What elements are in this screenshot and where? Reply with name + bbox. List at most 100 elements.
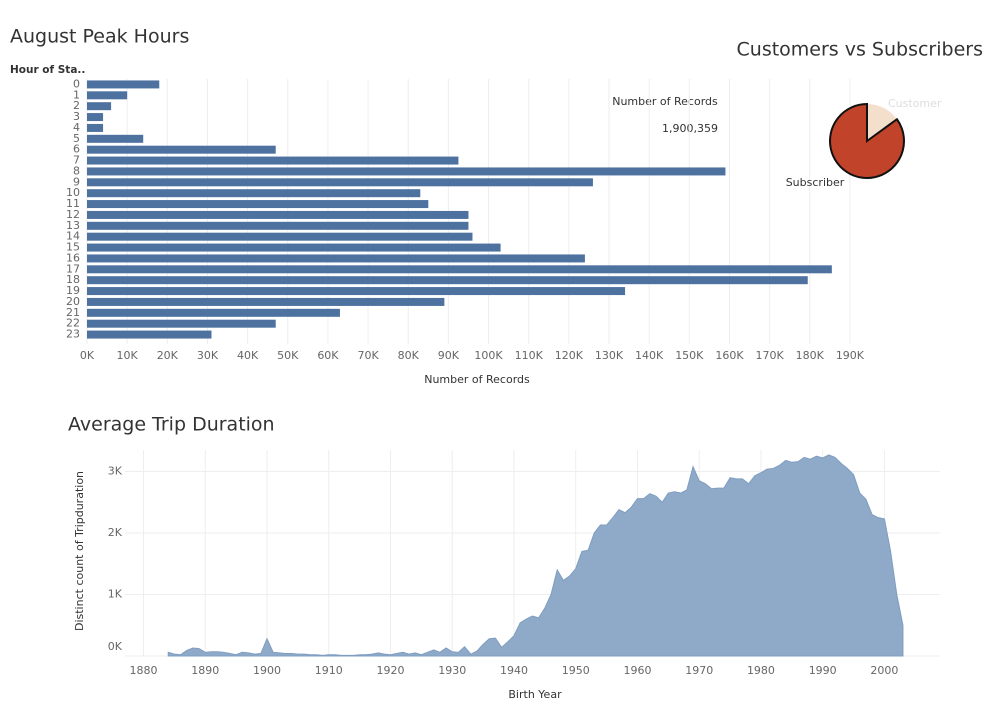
y-tick-label: 17: [66, 262, 80, 275]
chart-title: Customers vs Subscribers: [737, 39, 983, 61]
x-tick-label: 110K: [515, 349, 544, 362]
bar: [87, 319, 276, 328]
bar: [87, 189, 421, 198]
x-tick-label: 60K: [317, 349, 339, 362]
x-tick-label: 1910: [315, 664, 343, 677]
y-tick-label: 1: [73, 88, 80, 101]
y-tick-label: 2: [73, 99, 80, 112]
chart-title: Average Trip Duration: [68, 414, 275, 436]
x-tick-label: 80K: [398, 349, 420, 362]
annotation: 1,900,359: [662, 122, 718, 135]
x-tick-label: 1980: [747, 664, 775, 677]
y-axis-label: Distinct count of Tripduration: [73, 471, 86, 631]
chart-title: August Peak Hours: [10, 26, 189, 48]
bar: [87, 145, 276, 154]
x-tick-label: 190K: [836, 349, 865, 362]
y-tick-label: 7: [73, 154, 80, 167]
slice-label: Subscriber: [786, 176, 845, 189]
y-tick-label: 9: [73, 175, 80, 188]
x-tick-label: 40K: [237, 349, 259, 362]
y-axis-label: Hour of Sta..: [10, 64, 85, 76]
bar: [87, 308, 340, 317]
x-tick-label: 1890: [191, 664, 219, 677]
x-tick-label: 0K: [80, 349, 95, 362]
y-tick-label: 0K: [108, 640, 123, 653]
x-tick-label: 170K: [756, 349, 785, 362]
slice-label: Customer: [888, 97, 942, 110]
bar: [87, 265, 832, 274]
y-tick-label: 12: [66, 208, 80, 221]
y-tick-label: 5: [73, 132, 80, 145]
y-tick-label: 0: [73, 77, 80, 90]
pie-slice: [867, 103, 897, 141]
x-tick-label: 1930: [438, 664, 466, 677]
bar: [87, 232, 473, 241]
x-tick-label: 30K: [197, 349, 219, 362]
x-tick-label: 1920: [376, 664, 404, 677]
y-tick-label: 3K: [108, 465, 123, 478]
x-tick-label: 20K: [157, 349, 179, 362]
x-tick-label: 1900: [253, 664, 281, 677]
x-tick-label: 1960: [623, 664, 651, 677]
bar: [87, 330, 212, 339]
y-tick-label: 2K: [108, 526, 123, 539]
x-tick-label: 1880: [130, 664, 158, 677]
y-tick-label: 13: [66, 219, 80, 232]
bar: [87, 156, 459, 165]
y-tick-label: 14: [66, 230, 80, 243]
area: [167, 454, 904, 657]
bar: [87, 113, 104, 122]
bar: [87, 254, 585, 263]
bar: [87, 297, 445, 306]
y-tick-label: 22: [66, 317, 80, 330]
y-tick-label: 20: [66, 295, 80, 308]
x-tick-label: 1940: [500, 664, 528, 677]
bar: [87, 276, 808, 285]
x-axis-label: Number of Records: [424, 373, 530, 386]
x-tick-label: 2000: [870, 664, 898, 677]
bar: [87, 123, 104, 132]
y-tick-label: 3: [73, 110, 80, 123]
x-tick-label: 1950: [562, 664, 590, 677]
x-tick-label: 50K: [277, 349, 299, 362]
bar: [87, 102, 112, 111]
bar: [87, 80, 160, 89]
x-tick-label: 120K: [555, 349, 584, 362]
y-tick-label: 11: [66, 197, 80, 210]
bar: [87, 221, 469, 230]
x-tick-label: 160K: [715, 349, 744, 362]
y-tick-label: 1K: [108, 588, 123, 601]
bar: [87, 200, 429, 209]
y-tick-label: 15: [66, 241, 80, 254]
bar: [87, 210, 469, 219]
y-tick-label: 8: [73, 164, 80, 177]
x-tick-label: 140K: [635, 349, 664, 362]
bar: [87, 91, 128, 100]
x-tick-label: 100K: [474, 349, 503, 362]
bar: [87, 243, 501, 252]
y-tick-label: 21: [66, 306, 80, 319]
y-tick-label: 18: [66, 273, 80, 286]
x-tick-label: 10K: [117, 349, 139, 362]
x-tick-label: 70K: [357, 349, 379, 362]
y-tick-label: 23: [66, 328, 80, 341]
x-tick-label: 150K: [675, 349, 704, 362]
y-tick-label: 6: [73, 143, 80, 156]
bar: [87, 178, 593, 187]
bar: [87, 287, 626, 296]
bar: [87, 134, 144, 143]
y-tick-label: 10: [66, 186, 80, 199]
bar: [87, 167, 726, 176]
x-tick-label: 1970: [685, 664, 713, 677]
pie-slice: [829, 102, 905, 179]
y-tick-label: 19: [66, 284, 80, 297]
x-tick-label: 130K: [595, 349, 624, 362]
x-tick-label: 1990: [809, 664, 837, 677]
y-tick-label: 16: [66, 251, 80, 264]
annotation: Number of Records: [612, 95, 718, 108]
y-tick-label: 4: [73, 121, 80, 134]
x-tick-label: 90K: [438, 349, 460, 362]
x-tick-label: 180K: [796, 349, 825, 362]
x-axis-label: Birth Year: [508, 688, 562, 701]
